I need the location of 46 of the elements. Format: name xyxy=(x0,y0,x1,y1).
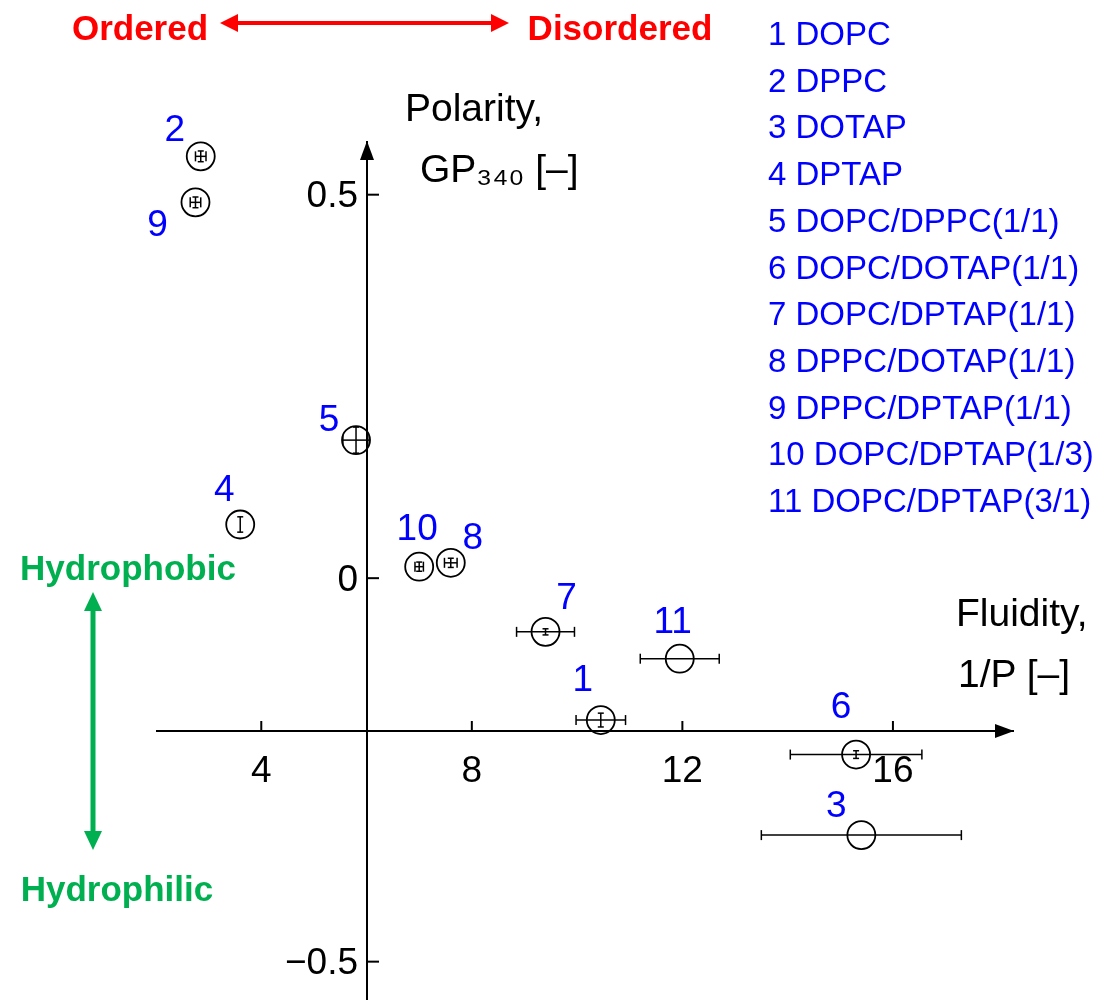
annotation: 8 xyxy=(462,515,484,557)
annotation: 4 xyxy=(213,467,235,509)
x-tick-label: 16 xyxy=(872,748,914,790)
point xyxy=(180,187,211,218)
text: 2 DPPC xyxy=(768,61,888,99)
y-tick-label: 0 xyxy=(337,557,358,599)
annotation: 11 DOPC/DPTAP(3/1) xyxy=(768,481,1092,519)
point xyxy=(341,425,371,456)
annotation: 3 DOTAP xyxy=(768,107,907,145)
annotation: 10 xyxy=(396,506,438,548)
text: 1 DOPC xyxy=(768,14,891,52)
y-tick-label: 0.5 xyxy=(306,174,358,216)
annotation: 11 xyxy=(653,599,692,641)
annotation: 3 xyxy=(826,783,847,825)
y-axis-title: Polarity, GP₃₄₀ [–] xyxy=(405,86,579,190)
text: Ordered xyxy=(71,7,209,47)
point xyxy=(225,509,256,540)
annotation: 1 xyxy=(572,657,594,699)
point xyxy=(841,739,871,770)
annotation: 2 xyxy=(164,107,186,149)
annotation: 5 DOPC/DPPC(1/1) xyxy=(768,201,1060,239)
annotation: 7 xyxy=(556,575,577,617)
annotation: 10 DOPC/DPTAP(1/3) xyxy=(768,434,1094,472)
x-axis-title: Fluidity, 1/P [–] xyxy=(956,591,1088,695)
y-tick-label: −0.5 xyxy=(284,941,358,983)
annotation: 5 xyxy=(318,397,340,439)
x-tick-label: 4 xyxy=(250,748,272,790)
annotation: 4 DPTAP xyxy=(768,154,904,192)
annotation: Hydrophobic xyxy=(20,547,236,587)
x-tick-label: 8 xyxy=(461,748,483,790)
x-tick-label: 12 xyxy=(661,748,703,790)
point xyxy=(846,820,877,850)
annotation: Hydrophilic xyxy=(20,868,214,908)
annotation: 6 DOPC/DOTAP(1/1) xyxy=(768,248,1080,285)
text: Disordered xyxy=(527,7,713,47)
annotation: 9 xyxy=(147,202,168,244)
annotation: 8 DPPC/DOTAP(1/1) xyxy=(768,341,1076,379)
point xyxy=(530,616,561,647)
annotation: 7 DOPC/DPTAP(1/1) xyxy=(768,294,1076,332)
annotation: 6 xyxy=(830,684,852,726)
point xyxy=(185,141,216,172)
point xyxy=(664,643,695,674)
point xyxy=(585,705,616,735)
point xyxy=(435,547,466,578)
point xyxy=(404,551,435,582)
annotation: 9 DPPC/DPTAP(1/1) xyxy=(768,388,1072,426)
